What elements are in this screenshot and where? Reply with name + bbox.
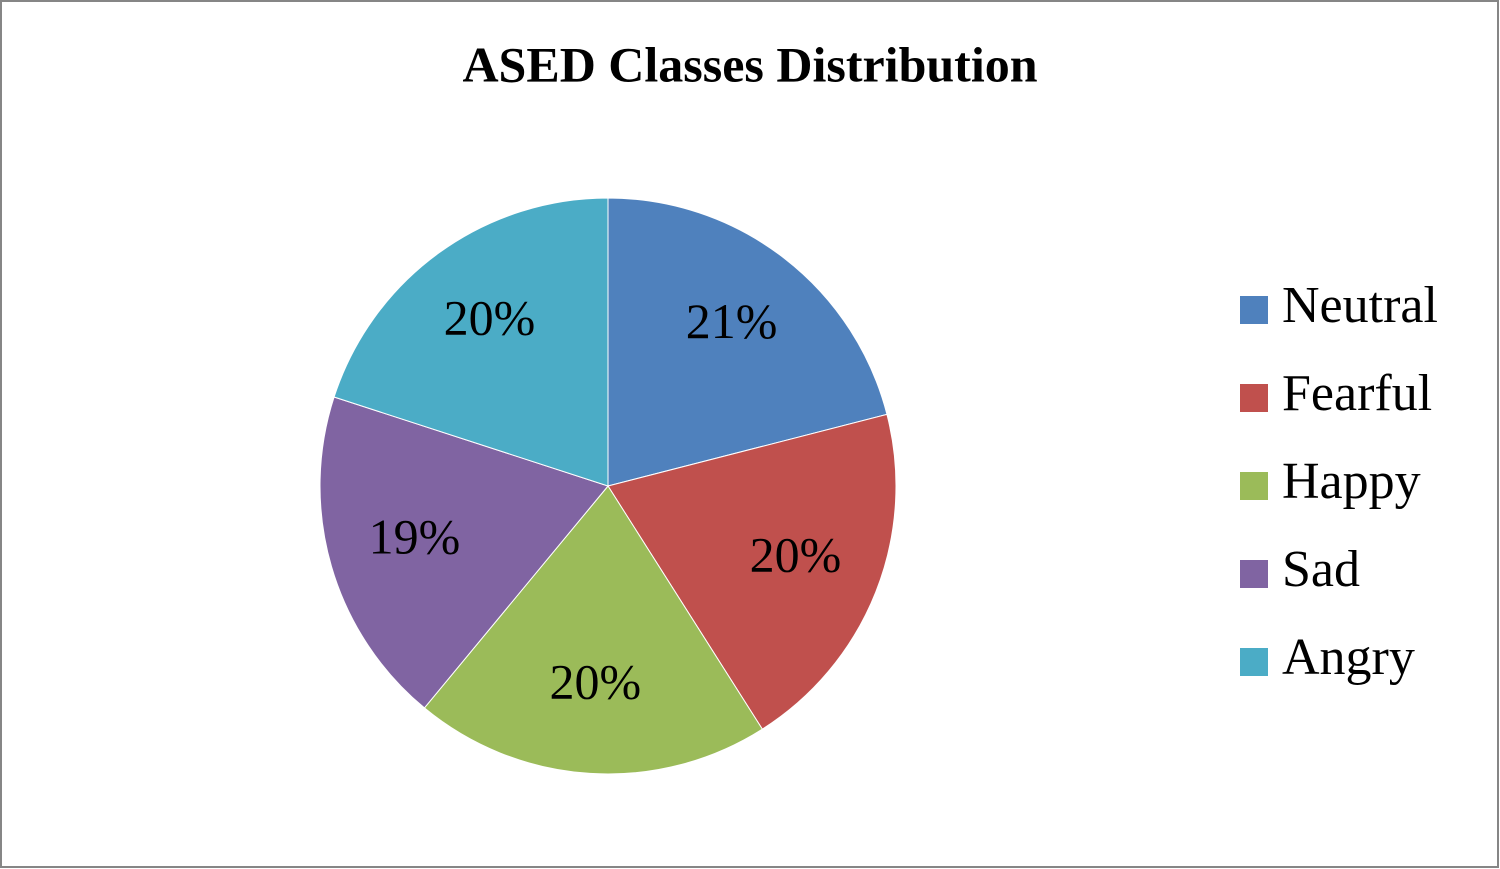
- pie-slice: [607, 197, 888, 487]
- legend-swatch: [1240, 472, 1268, 500]
- data-label: 20%: [550, 654, 642, 710]
- legend-label: Neutral: [1282, 277, 1438, 334]
- legend-label: Angry: [1282, 629, 1415, 686]
- legend-label: Happy: [1282, 453, 1421, 510]
- pie-slice: [423, 485, 764, 775]
- legend-swatch: [1240, 296, 1268, 324]
- pie-slice: [319, 396, 609, 709]
- legend-swatch: [1240, 560, 1268, 588]
- data-label: 19%: [369, 509, 461, 565]
- legend-label: Fearful: [1282, 365, 1432, 422]
- legend-swatch: [1240, 384, 1268, 412]
- data-label: 20%: [444, 289, 536, 345]
- data-label: 20%: [750, 527, 842, 583]
- data-label: 21%: [686, 293, 778, 349]
- legend-swatch: [1240, 648, 1268, 676]
- pie-slice: [607, 413, 897, 730]
- chart-title: ASED Classes Distribution: [462, 36, 1037, 92]
- pie-slice: [333, 197, 609, 487]
- legend-label: Sad: [1282, 541, 1360, 598]
